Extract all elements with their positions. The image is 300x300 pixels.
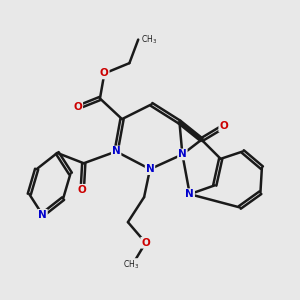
Text: O: O [141, 238, 150, 248]
Text: O: O [219, 122, 228, 131]
Text: N: N [112, 146, 121, 157]
Text: CH$_3$: CH$_3$ [141, 33, 157, 46]
Text: N: N [38, 210, 47, 220]
Text: O: O [100, 68, 109, 78]
Text: O: O [78, 185, 87, 195]
Text: N: N [185, 189, 194, 199]
Text: O: O [74, 102, 82, 112]
Text: N: N [178, 149, 187, 159]
Text: CH$_3$: CH$_3$ [123, 259, 139, 271]
Text: N: N [146, 164, 154, 174]
